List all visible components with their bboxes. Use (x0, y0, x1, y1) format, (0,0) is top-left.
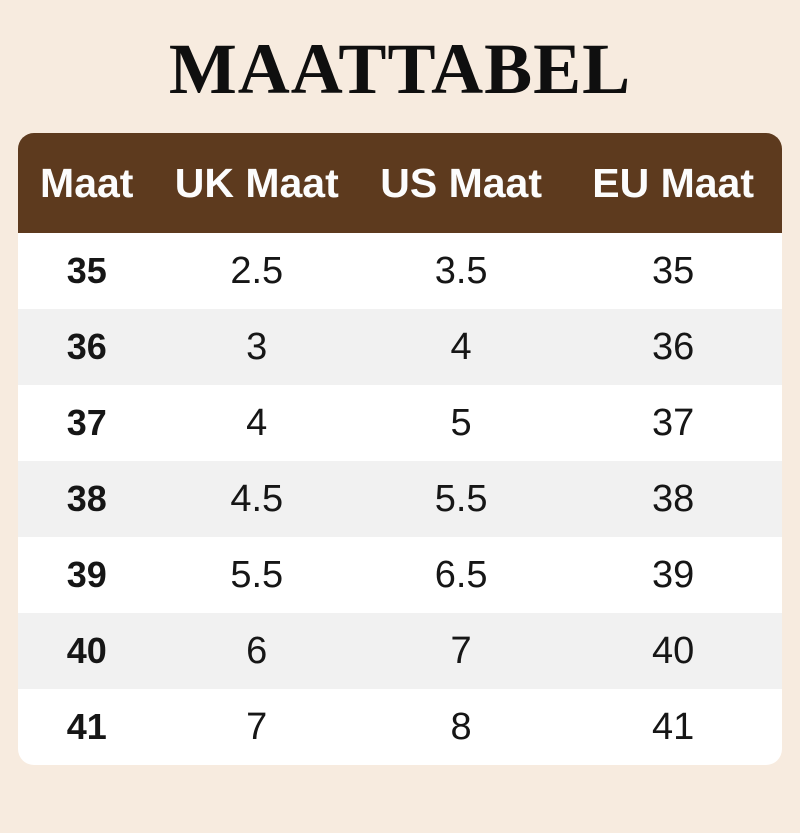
conversion-cell: 5 (450, 401, 472, 444)
conversion-cell: 36 (651, 325, 695, 368)
table-header-row: Maat UK Maat US Maat EU Maat (18, 133, 782, 233)
page-title: MAATTABEL (168, 29, 632, 109)
conversion-cell: 6 (246, 629, 268, 672)
page: MAATTABEL Maat UK Maat US Maat EU Maat 35 2.… (0, 33, 800, 765)
column-header-uk-maat: UK Maat (174, 159, 339, 206)
conversion-cell: 35 (651, 249, 695, 292)
column-header-maat: Maat (40, 159, 134, 206)
table-row-size-37: 37 4 5 37 (18, 385, 782, 461)
table-row-size-38: 38 4.5 5.5 38 (18, 461, 782, 537)
conversion-cell: 7 (246, 705, 268, 748)
conversion-cell: 39 (651, 553, 695, 596)
size-cell: 37 (66, 402, 107, 443)
conversion-cell: 3 (246, 325, 268, 368)
conversion-cell: 6.5 (434, 553, 488, 596)
size-cell: 35 (66, 250, 107, 291)
table-row-size-39: 39 5.5 6.5 39 (18, 537, 782, 613)
conversion-cell: 4.5 (230, 477, 284, 520)
conversion-cell: 4 (450, 325, 472, 368)
table-row-size-41: 41 7 8 41 (18, 689, 782, 765)
conversion-cell: 4 (246, 401, 268, 444)
size-cell: 39 (66, 554, 107, 595)
conversion-cell: 5.5 (434, 477, 488, 520)
conversion-cell: 5.5 (230, 553, 284, 596)
table-body: 35 2.5 3.5 35 36 3 4 36 37 4 5 37 38 4.5 5.5 38 39 5.5 6.5… (18, 233, 782, 765)
size-cell: 36 (66, 326, 107, 367)
conversion-cell: 40 (651, 629, 695, 672)
size-table: Maat UK Maat US Maat EU Maat 35 2.5 3.5 35 36 3 4… (18, 133, 782, 765)
size-cell: 41 (66, 706, 107, 747)
column-header-eu-maat: EU Maat (592, 159, 754, 206)
table-row-size-35: 35 2.5 3.5 35 (18, 233, 782, 309)
conversion-cell: 37 (651, 401, 695, 444)
size-cell: 38 (66, 478, 107, 519)
size-cell: 40 (66, 630, 107, 671)
conversion-cell: 8 (450, 705, 472, 748)
conversion-cell: 41 (651, 705, 695, 748)
conversion-cell: 3.5 (434, 249, 488, 292)
column-header-us-maat: US Maat (380, 159, 542, 206)
conversion-cell: 2.5 (230, 249, 284, 292)
table-row-size-36: 36 3 4 36 (18, 309, 782, 385)
conversion-cell: 38 (651, 477, 695, 520)
table-row-size-40: 40 6 7 40 (18, 613, 782, 689)
conversion-cell: 7 (450, 629, 472, 672)
